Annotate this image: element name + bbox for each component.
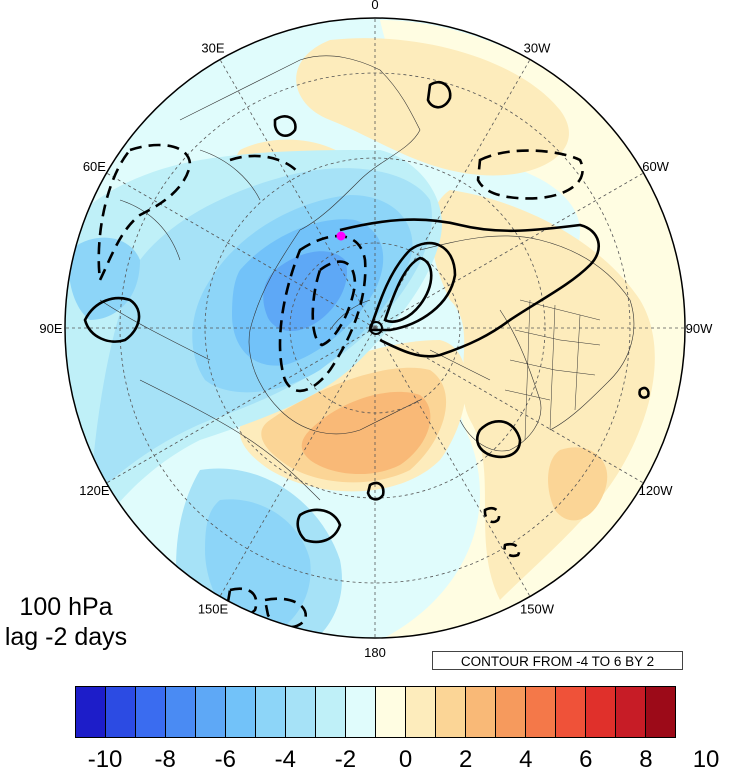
plot-title-level: 100 hPa	[19, 593, 113, 621]
longitude-label: 30E	[201, 40, 224, 55]
meridian-line	[374, 59, 531, 329]
colorbar-tick-label: 4	[519, 746, 533, 773]
colorbar-tick-label: 0	[398, 746, 413, 773]
colorbar-tick-label: 8	[639, 746, 653, 773]
colorbar-swatch	[136, 687, 166, 737]
colorbar-swatch	[436, 687, 466, 737]
colorbar-swatch	[586, 687, 616, 737]
colorbar-tick-label: -6	[214, 746, 236, 773]
meridian-line	[219, 59, 376, 329]
longitude-label: 120W	[639, 483, 674, 498]
colorbar-swatch	[496, 687, 526, 737]
warm-anomaly-region	[548, 447, 608, 521]
negative-contours	[97, 143, 584, 629]
meridian-line	[374, 327, 531, 597]
colorbar-tick-label: 2	[458, 746, 473, 773]
longitude-label: 30W	[524, 40, 551, 55]
colorbar-swatch	[556, 687, 586, 737]
colorbar-swatch	[616, 687, 646, 737]
longitude-label: 90W	[686, 321, 713, 336]
location-marker	[336, 231, 346, 241]
colorbar-swatch	[406, 687, 436, 737]
meridian-line	[106, 327, 376, 484]
longitude-label: 60E	[83, 159, 106, 174]
colorbar-swatch	[196, 687, 226, 737]
colorbar-swatch	[226, 687, 256, 737]
positive-contours	[83, 80, 650, 544]
colorbar	[75, 686, 676, 738]
colorbar-swatch	[76, 687, 106, 737]
colorbar-swatch	[646, 687, 675, 737]
colorbar-tick-label: -4	[274, 746, 297, 773]
warm-anomaly-region	[301, 391, 431, 475]
longitude-label: 150E	[198, 602, 229, 617]
longitude-gridlines	[65, 18, 685, 638]
colorbar-tick-label: 10	[692, 746, 720, 773]
colorbar-swatch	[166, 687, 196, 737]
colorbar-swatch	[106, 687, 136, 737]
longitude-label: 150W	[520, 602, 555, 617]
longitude-label: 90E	[39, 321, 62, 336]
longitude-labels: 0 30E 60E 90E 120E 150E 180 150W 120W 90W 60W 30W	[39, 0, 713, 660]
longitude-label: 180	[364, 645, 386, 660]
longitude-label: 120E	[79, 483, 110, 498]
meridian-line	[374, 327, 644, 484]
colorbar-swatch	[316, 687, 346, 737]
colorbar-swatch	[286, 687, 316, 737]
coastlines	[99, 55, 635, 501]
colorbar-swatch	[466, 687, 496, 737]
meridian-line	[374, 172, 644, 329]
colorbar-tick-label: -10	[87, 746, 123, 773]
contour-info-box: CONTOUR FROM -4 TO 6 BY 2	[432, 651, 683, 670]
longitude-label: 0	[371, 0, 378, 12]
meridian-line	[219, 327, 376, 597]
colorbar-swatch	[256, 687, 286, 737]
pole-marker-ring	[369, 321, 383, 335]
plot-title-lag: lag -2 days	[4, 623, 128, 651]
state-boundaries	[504, 299, 601, 441]
cold-anomaly-region	[263, 251, 348, 332]
colorbar-tick-label: 6	[579, 746, 593, 773]
map-border	[64, 17, 686, 639]
colorbar-swatch	[346, 687, 376, 737]
colorbar-swatch	[376, 687, 406, 737]
longitude-label: 60W	[642, 159, 669, 174]
meridian-line	[106, 172, 376, 329]
colorbar-tick-label: -8	[154, 746, 176, 773]
colorbar-tick-label: -2	[334, 746, 357, 773]
colorbar-swatch	[526, 687, 556, 737]
